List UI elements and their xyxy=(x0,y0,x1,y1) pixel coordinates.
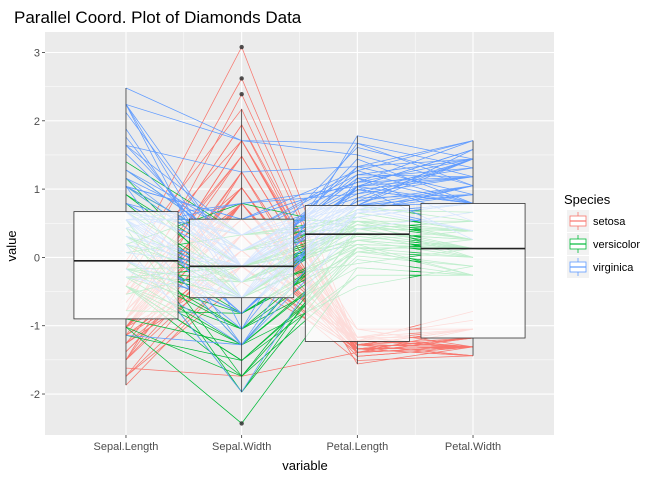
x-tick-label: Petal.Length xyxy=(326,441,388,453)
series-line-virginica xyxy=(125,203,474,267)
series-line-versicolor xyxy=(125,232,474,330)
legend-label: versicolor xyxy=(593,239,640,251)
series-line-versicolor xyxy=(125,244,474,299)
series-line-setosa xyxy=(125,171,474,357)
series-line-setosa xyxy=(125,265,474,386)
series-line-virginica xyxy=(125,112,474,267)
series-line-versicolor xyxy=(125,194,474,267)
boxplot-petal-length xyxy=(304,135,410,364)
series-setosa xyxy=(125,46,474,386)
boxplots xyxy=(73,44,526,426)
series-line-versicolor xyxy=(125,239,474,270)
series-line-virginica xyxy=(125,158,474,236)
x-tick-label: Sepal.Width xyxy=(212,441,271,453)
boxplot-box xyxy=(304,205,410,342)
boxplot-outlier xyxy=(239,421,244,426)
y-axis-title: value xyxy=(4,230,19,261)
series-line-virginica xyxy=(125,140,474,220)
series-line-virginica xyxy=(125,205,474,299)
series-line-virginica xyxy=(125,128,474,299)
y-tick-label: -2 xyxy=(30,389,40,401)
x-tick-label: Sepal.Length xyxy=(94,441,159,453)
series-line-virginica xyxy=(125,185,474,267)
x-axis-ticks: Sepal.Length Sepal.Width Petal.Length Petal… xyxy=(94,435,501,453)
boxplot-sepal-width xyxy=(189,44,295,426)
boxplot-outlier xyxy=(239,91,244,97)
legend-label: virginica xyxy=(593,262,634,274)
y-tick-label: 3 xyxy=(34,47,40,59)
series-line-virginica xyxy=(125,104,474,169)
legend-items: setosa versicolor virginica xyxy=(567,210,640,278)
chart-title: Parallel Coord. Plot of Diamonds Data xyxy=(14,8,302,27)
y-tick-label: 0 xyxy=(34,252,40,264)
y-tick-label: 2 xyxy=(34,116,40,128)
series-line-setosa xyxy=(125,234,474,377)
x-axis-title: variable xyxy=(282,458,328,473)
series-line-virginica xyxy=(125,194,474,314)
series-line-virginica xyxy=(125,203,474,267)
series-line-virginica xyxy=(125,158,474,252)
x-tick-label: Petal.Width xyxy=(445,441,501,453)
series-line-virginica xyxy=(125,177,474,346)
boxplot-sepal-length xyxy=(73,88,179,386)
y-axis-ticks: -2 -1 0 1 2 3 xyxy=(30,47,45,401)
boxplot-box xyxy=(420,203,526,339)
series-line-versicolor xyxy=(125,247,474,346)
series-line-virginica xyxy=(125,104,474,267)
boxplot-outlier xyxy=(239,44,244,50)
series-line-versicolor xyxy=(125,259,474,361)
y-tick-label: -1 xyxy=(30,321,40,333)
y-tick-label: 1 xyxy=(34,184,40,196)
series-line-virginica xyxy=(125,203,474,267)
series-line-setosa xyxy=(125,234,474,357)
series-line-virginica xyxy=(125,149,474,252)
series-line-versicolor xyxy=(125,267,474,330)
boxplot-box xyxy=(73,211,179,320)
series-line-versicolor xyxy=(125,265,474,346)
legend-label: setosa xyxy=(593,216,626,228)
legend-item-versicolor: versicolor xyxy=(567,233,640,255)
legend: Species setosa versicolor virginica xyxy=(564,192,640,278)
series-line-virginica xyxy=(125,158,474,229)
boxplot-box xyxy=(189,218,295,299)
series-line-virginica xyxy=(125,140,474,173)
series-line-setosa xyxy=(125,337,474,377)
series-line-versicolor xyxy=(125,228,474,295)
boxplot-outlier xyxy=(239,76,244,81)
series-line-versicolor xyxy=(125,274,473,377)
series-virginica xyxy=(125,87,474,393)
legend-item-setosa: setosa xyxy=(567,210,626,232)
series-line-virginica xyxy=(125,87,474,187)
series-line-virginica xyxy=(125,209,474,393)
series-line-virginica xyxy=(125,194,474,346)
series-line-virginica xyxy=(125,189,474,252)
boxplot-petal-width xyxy=(420,140,526,356)
legend-item-virginica: virginica xyxy=(567,256,634,278)
series-lines xyxy=(125,46,474,424)
series-line-versicolor xyxy=(125,219,474,377)
series-line-virginica xyxy=(125,145,474,236)
series-line-setosa xyxy=(125,218,474,350)
legend-title: Species xyxy=(564,192,611,207)
series-line-setosa xyxy=(125,155,474,348)
series-line-setosa xyxy=(125,187,474,342)
